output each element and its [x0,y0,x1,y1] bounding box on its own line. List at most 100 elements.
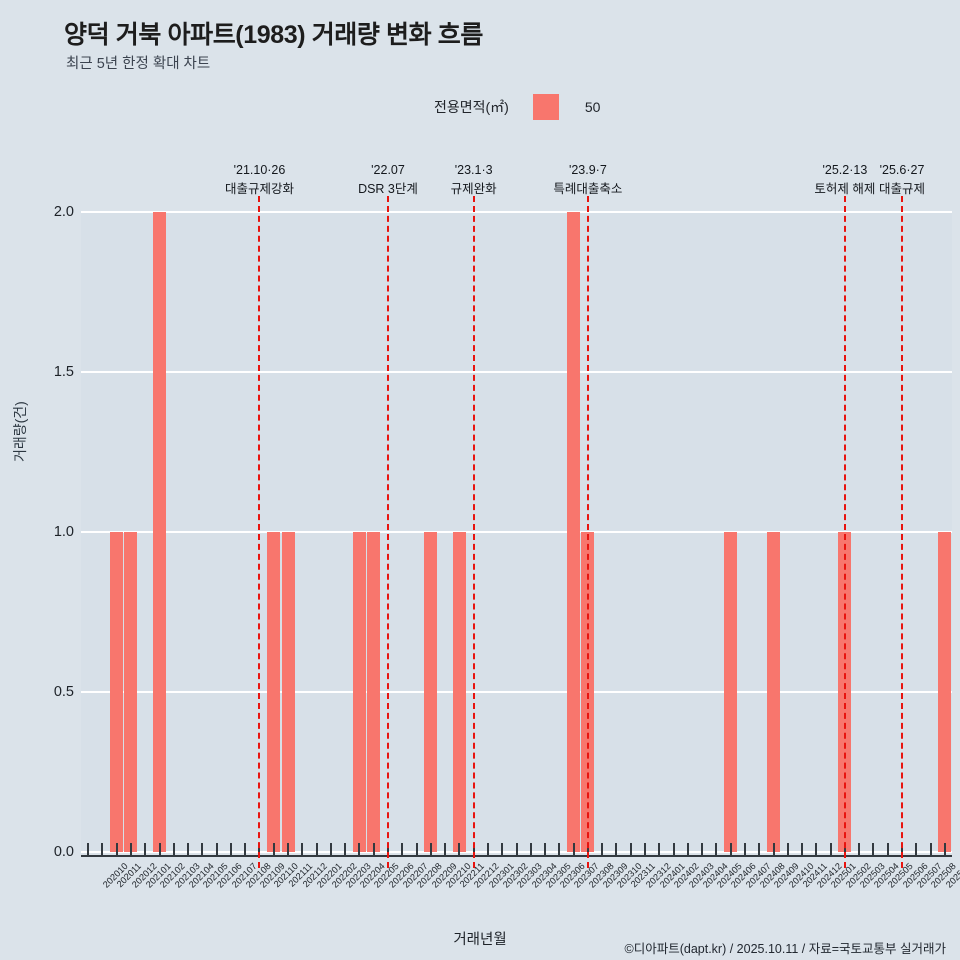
x-tick [129,843,132,855]
bar[interactable] [567,212,581,852]
x-tick [886,843,889,855]
y-tick-label: 2.0 [53,204,74,220]
x-tick [415,843,418,855]
event-date: '21.10·26 [233,163,286,177]
bar[interactable] [267,532,281,852]
event-date: '23.1·3 [454,163,493,177]
event-label: '25.6·27 대출규제 [879,161,925,200]
event-label: '23.1·3 규제완화 [451,161,497,200]
x-tick [729,843,732,855]
x-tick [287,843,290,855]
x-tick [544,843,547,855]
bar[interactable] [281,532,295,852]
event-label: '21.10·26 대출규제강화 [225,161,294,200]
x-tick [329,843,332,855]
event-line [386,196,389,868]
x-tick [501,843,504,855]
event-line [901,196,904,868]
event-line [843,196,846,868]
event-label: '22.07 DSR 3단계 [358,161,418,200]
x-tick [701,843,704,855]
x-tick [572,843,575,855]
x-axis-title: 거래년월 [453,932,507,948]
x-tick [215,843,218,855]
x-tick [829,843,832,855]
page-title: 양덕 거북 아파트(1983) 거래량 변화 흐름 [64,21,483,49]
legend-label-50: 50 [584,99,601,115]
bar[interactable] [767,532,781,852]
x-tick [187,843,190,855]
legend-title: 전용면적(㎡) [434,99,509,115]
event-name: 규제완화 [450,182,497,197]
bar[interactable] [352,532,366,852]
gridline [81,371,952,373]
event-name: DSR 3단계 [358,182,418,197]
x-tick [872,843,875,855]
x-tick [558,843,561,855]
x-tick [444,843,447,855]
bar[interactable] [452,532,466,852]
x-tick [144,843,147,855]
bar[interactable] [367,532,381,852]
y-tick-label: 1.0 [53,524,74,540]
x-tick [158,843,161,855]
plot-area [81,196,952,868]
x-tick [315,843,318,855]
x-tick [358,843,361,855]
event-date: '25.6·27 [879,163,925,177]
x-tick [629,843,632,855]
x-tick [943,843,946,855]
event-date: '22.07 [371,163,405,177]
bar[interactable] [110,532,124,852]
x-tick [101,843,104,855]
x-tick [815,843,818,855]
event-name: 대출규제 [879,182,926,197]
y-tick-label: 0.0 [53,844,74,860]
x-tick [615,843,618,855]
y-tick-label: 1.5 [53,364,74,380]
bar[interactable] [424,532,438,852]
x-tick [301,843,304,855]
x-tick [758,843,761,855]
x-tick [858,843,861,855]
x-tick [601,843,604,855]
x-tick [801,843,804,855]
x-tick [401,843,404,855]
x-tick [244,843,247,855]
x-tick [772,843,775,855]
x-tick [429,843,432,855]
event-line [586,196,589,868]
event-label: '25.2·13 토허제 해제 [814,161,875,200]
x-tick [486,843,489,855]
x-tick [786,843,789,855]
bar[interactable] [153,212,167,852]
x-tick [272,843,275,855]
x-tick [115,843,118,855]
x-tick [686,843,689,855]
x-tick [743,843,746,855]
event-line [472,196,475,868]
event-date: '23.9·7 [568,163,607,177]
x-tick [372,843,375,855]
event-label: '23.9·7 특례대출축소 [553,161,622,200]
gridline [81,211,952,213]
x-tick [229,843,232,855]
gridline [81,691,952,693]
bar[interactable] [724,532,738,852]
legend: 전용면적(㎡) 50 [434,94,600,120]
bar[interactable] [124,532,138,852]
y-axis-ticks: 0.0 0.5 1.0 1.5 2.0 [18,204,74,860]
x-tick [644,843,646,855]
y-tick-label: 0.5 [53,684,74,700]
x-tick [672,843,675,855]
page-subtitle: 최근 5년 한정 확대 차트 [66,56,211,72]
event-name: 특례대출축소 [553,182,623,197]
x-tick [715,843,718,855]
x-tick [172,843,175,855]
x-tick [529,843,532,855]
event-name: 대출규제강화 [224,182,294,197]
x-tick [915,843,918,855]
bar[interactable] [938,532,952,852]
x-axis-line [81,855,952,857]
x-tick [658,843,661,855]
